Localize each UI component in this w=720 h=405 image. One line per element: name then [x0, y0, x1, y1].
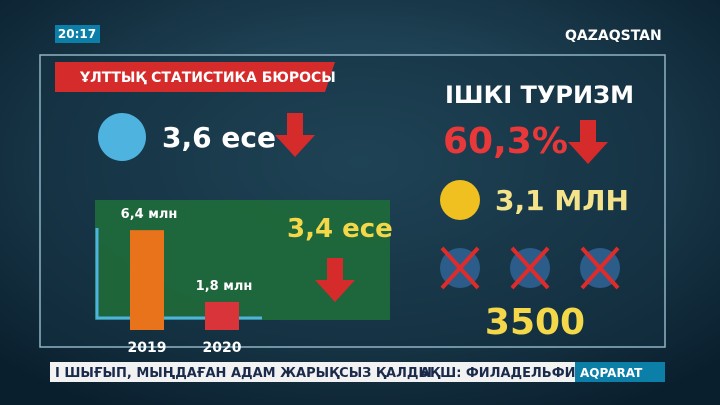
chart-ratio: 3,4 есе — [287, 214, 393, 244]
value-label: 1,8 млн — [196, 279, 253, 294]
people: 3,1 МЛН — [495, 184, 629, 217]
value-label: 6,4 млн — [121, 207, 178, 222]
ticker-text: І ШЫҒЫП, МЫҢДАҒАН АДАМ ЖАРЫҚСЫЗ ҚАЛДЫ — [55, 366, 432, 381]
year-label: 2019 — [128, 340, 167, 356]
ticker-bar — [50, 362, 575, 382]
clock: 20:17 — [58, 27, 96, 41]
bar — [205, 301, 239, 330]
clock-box — [55, 25, 100, 43]
ticker-text: АҚШ: ФИЛАДЕЛЬФИЯ — [420, 366, 586, 381]
year-label: 2020 — [203, 340, 242, 356]
bar — [130, 230, 164, 330]
logo: QAZAQSTAN — [565, 28, 662, 44]
traveler-icon — [98, 113, 146, 161]
percent: 60,3% — [443, 121, 568, 162]
drop-ratio: 3,6 есе — [162, 121, 276, 154]
ticker-brand: AQPARAT — [580, 366, 643, 380]
closed-icons — [440, 246, 620, 290]
people-icon — [440, 180, 480, 220]
right-title: ІШКІ ТУРИЗМ — [445, 81, 634, 109]
count: 3500 — [485, 302, 585, 343]
source-banner — [55, 62, 335, 92]
ticker-brand-box — [575, 362, 665, 382]
source-text: ҰЛТТЫҚ СТАТИСТИКА БЮРОСЫ — [79, 70, 336, 86]
